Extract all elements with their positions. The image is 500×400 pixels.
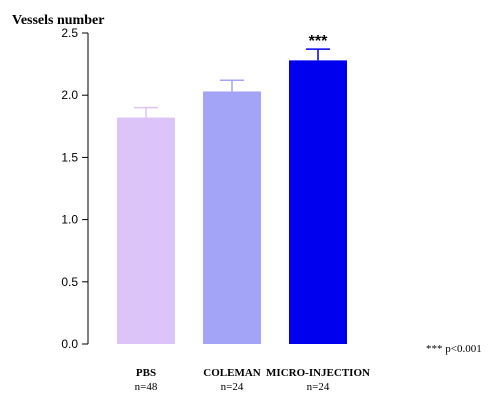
y-tick-label: 2.0 xyxy=(61,88,78,102)
y-axis-title: Vessels number xyxy=(12,13,104,28)
significance-marker: *** xyxy=(309,33,328,50)
category-label: COLEMAN xyxy=(203,367,261,379)
bar-coleman xyxy=(203,91,261,344)
sample-size-label: n=48 xyxy=(135,381,158,393)
category-label: PBS xyxy=(136,367,156,379)
axes: 0.0 0.5 1.0 1.5 2.0 2.5 xyxy=(61,26,89,351)
bar-micro-injection xyxy=(289,60,347,344)
y-tick-label: 1.5 xyxy=(61,150,78,164)
y-tick-label: 2.5 xyxy=(61,26,78,40)
y-tick-label: 0.5 xyxy=(61,275,78,289)
significance-footnote: *** p<0.001 xyxy=(426,343,482,355)
bars: *** xyxy=(117,33,347,344)
y-tick-label: 0.0 xyxy=(61,337,78,351)
y-tick-label: 1.0 xyxy=(61,213,78,227)
sample-size-label: n=24 xyxy=(307,381,330,393)
category-labels: PBS n=48 COLEMAN n=24 MICRO-INJECTION n=24 xyxy=(135,367,370,393)
category-label: MICRO-INJECTION xyxy=(266,367,370,379)
sample-size-label: n=24 xyxy=(221,381,244,393)
bar-pbs xyxy=(117,117,175,344)
